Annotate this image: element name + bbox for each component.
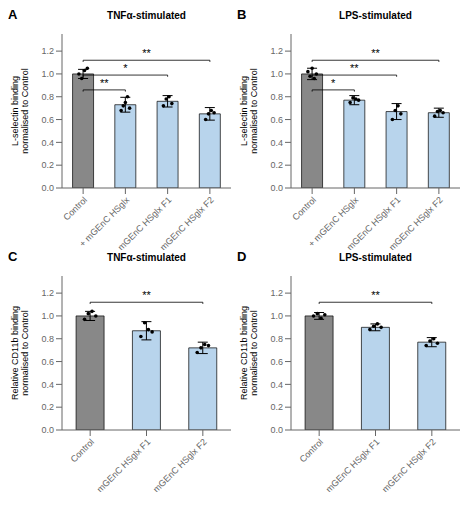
svg-text:0.4: 0.4 (270, 380, 283, 390)
html-text:L-selectin binding normalised: L-selectin binding normalised to Control (238, 68, 259, 154)
svg-text:Control: Control (298, 437, 326, 465)
html-text:B: B (237, 7, 247, 22)
svg-text:0.4: 0.4 (41, 380, 54, 390)
svg-text:*: * (123, 62, 128, 74)
svg-text:1.0: 1.0 (41, 69, 54, 79)
svg-text:0.8: 0.8 (41, 92, 54, 102)
svg-text:**: ** (142, 289, 151, 301)
svg-text:Control: Control (61, 195, 89, 223)
html-text:Relative CD11b binding normali: Relative CD11b binding normalised to Con… (238, 306, 259, 400)
html-text:C: C (8, 249, 18, 264)
html-text:A: A (8, 7, 18, 22)
html-text:L-selectin binding normalised: L-selectin binding normalised to Control (9, 68, 30, 154)
svg-text:+ mGEnC HSglx F2: + mGEnC HSglx F2 (375, 437, 438, 492)
svg-text:Control: Control (69, 437, 97, 465)
svg-text:1.2: 1.2 (270, 288, 283, 298)
svg-text:+ mGEnC HSglx F1: + mGEnC HSglx F1 (89, 437, 152, 492)
html-text:LPS-stimulated: LPS-stimulated (339, 10, 412, 21)
html-text:Relative CD11b binding normali: Relative CD11b binding normalised to Con… (9, 306, 30, 400)
svg-text:**: ** (100, 77, 109, 89)
svg-text:0.2: 0.2 (41, 160, 54, 170)
svg-text:0.4: 0.4 (41, 138, 54, 148)
svg-text:0.8: 0.8 (270, 334, 283, 344)
html-text:D: D (237, 249, 247, 264)
html-text:TNFα-stimulated: TNFα-stimulated (107, 252, 186, 263)
svg-text:**: ** (371, 289, 380, 301)
svg-text:**: ** (350, 62, 359, 74)
svg-text:1.0: 1.0 (41, 311, 54, 321)
svg-text:0.0: 0.0 (270, 183, 283, 193)
svg-text:**: ** (142, 47, 151, 59)
svg-text:0.2: 0.2 (270, 160, 283, 170)
svg-text:*: * (331, 77, 336, 89)
svg-text:0.6: 0.6 (41, 115, 54, 125)
svg-text:+ mGEnC HSglx F2: + mGEnC HSglx F2 (153, 195, 216, 250)
svg-text:1.2: 1.2 (41, 46, 54, 56)
svg-text:1.2: 1.2 (41, 288, 54, 298)
svg-text:0.0: 0.0 (270, 425, 283, 435)
svg-text:0.8: 0.8 (41, 334, 54, 344)
html-text:TNFα-stimulated: TNFα-stimulated (107, 10, 186, 21)
svg-text:0.0: 0.0 (41, 183, 54, 193)
svg-text:0.6: 0.6 (270, 357, 283, 367)
svg-text:0.4: 0.4 (270, 138, 283, 148)
svg-text:0.6: 0.6 (41, 357, 54, 367)
svg-text:0.0: 0.0 (41, 425, 54, 435)
svg-text:1.0: 1.0 (270, 69, 283, 79)
svg-text:1.0: 1.0 (270, 311, 283, 321)
svg-text:0.2: 0.2 (270, 402, 283, 412)
svg-text:0.8: 0.8 (270, 92, 283, 102)
svg-text:+ mGEnC HSglx F1: + mGEnC HSglx F1 (318, 437, 381, 492)
svg-text:1.2: 1.2 (270, 46, 283, 56)
html-text:LPS-stimulated: LPS-stimulated (339, 252, 412, 263)
svg-text:Control: Control (290, 195, 318, 223)
svg-text:**: ** (371, 47, 380, 59)
svg-text:0.6: 0.6 (270, 115, 283, 125)
svg-text:+ mGEnC HSglx F2: + mGEnC HSglx F2 (146, 437, 209, 492)
svg-text:0.2: 0.2 (41, 402, 54, 412)
svg-text:+ mGEnC HSglx F2: + mGEnC HSglx F2 (382, 195, 445, 250)
